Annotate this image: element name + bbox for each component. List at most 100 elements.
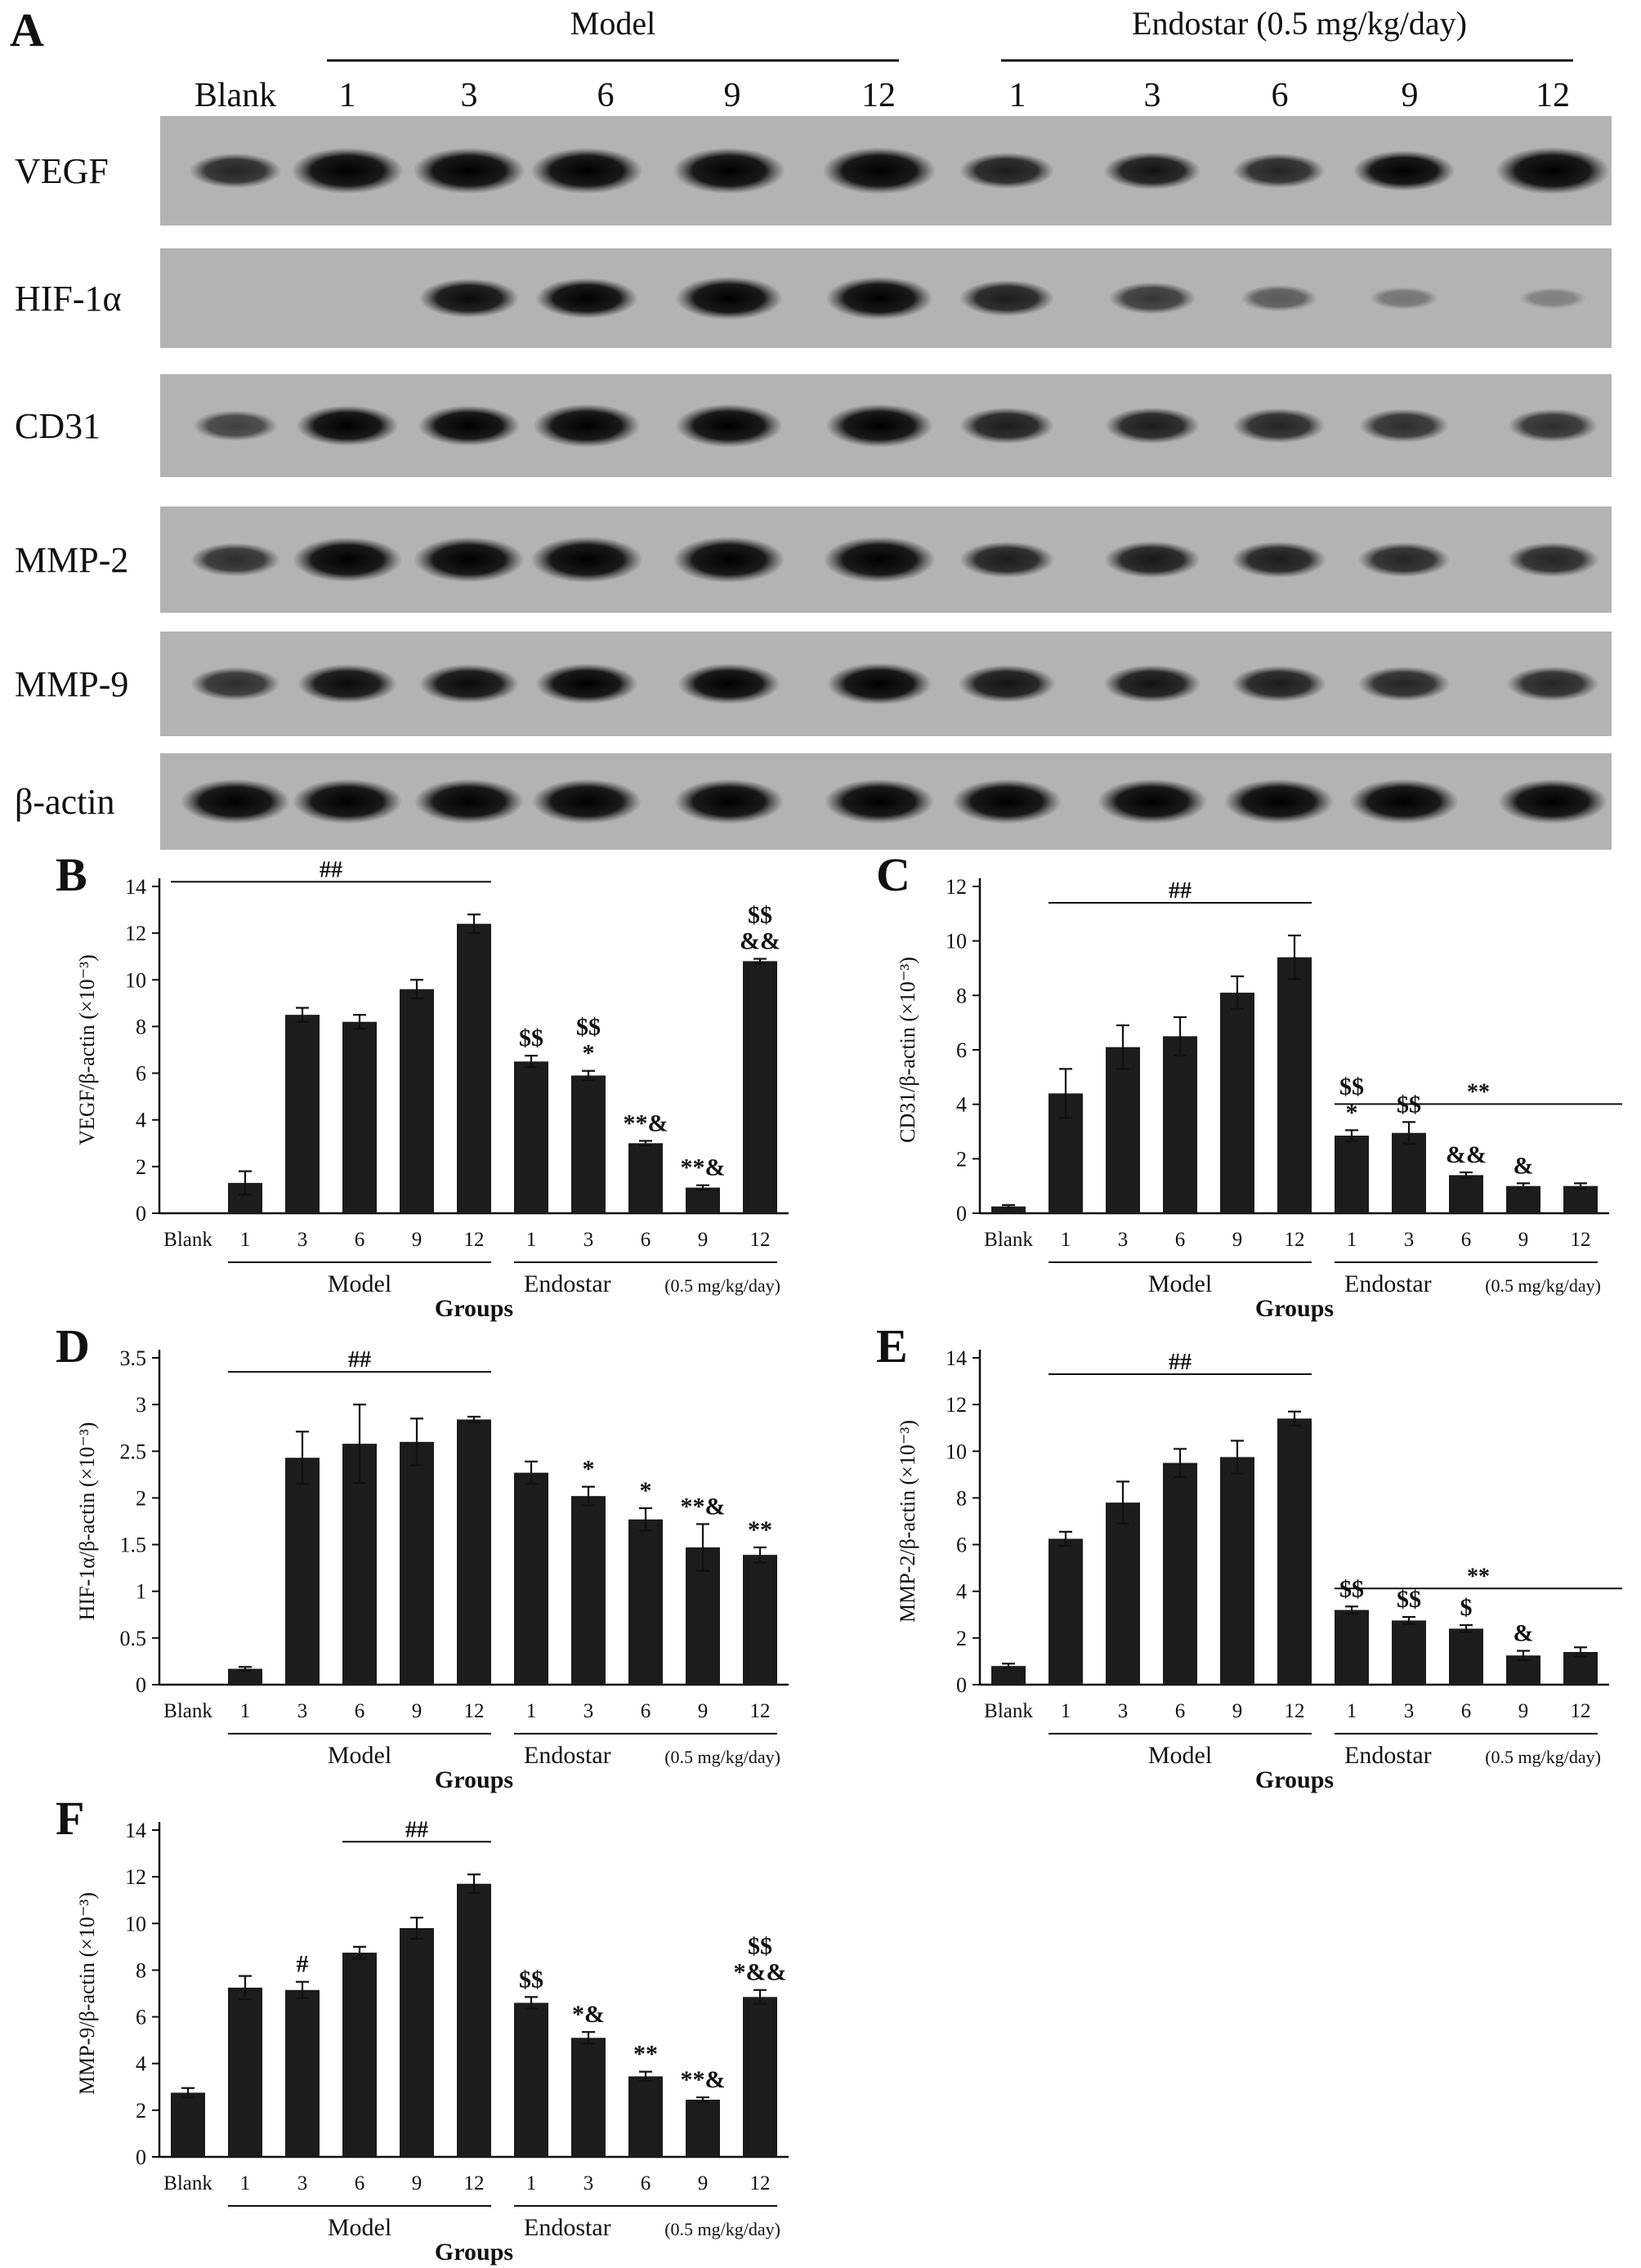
bar [628, 1143, 663, 1213]
x-tick-label: 12 [464, 2172, 485, 2194]
blot-band [1105, 407, 1200, 444]
chart-panel-f: F 0 2 4 6 8 10 12 14 MMP-9/β-actin (×10⁻³) Blank 1 #… [56, 1793, 789, 2266]
y-tick-label: 2 [956, 1627, 967, 1650]
y-tick-label: 6 [956, 1038, 967, 1062]
chart-panel-d: D 0 0.5 1 1.5 2 2.5 3 3.5 HIF-1α/β-actin (×10⁻³) B… [56, 1321, 789, 1793]
blot-band [1108, 282, 1196, 315]
x-axis-title: Groups [435, 2239, 513, 2266]
x-tick-label: 1 [240, 1229, 251, 1251]
bar [514, 1472, 548, 1685]
y-tick-label: 12 [946, 1393, 967, 1417]
x-tick-label: 1 [1061, 1229, 1071, 1251]
panel-letter: B [56, 850, 87, 901]
x-tick-label: 3 [1118, 1229, 1129, 1251]
blot-band [673, 536, 785, 583]
blot-band [952, 779, 1062, 824]
blot-band [291, 147, 404, 194]
blot-row-label: β-actin [15, 782, 115, 822]
y-tick-label: 6 [136, 2006, 146, 2029]
model-group-label: Model [1148, 1270, 1212, 1297]
y-tick-label: 8 [956, 984, 967, 1007]
y-axis-label: CD31/β-actin (×10⁻³) [896, 957, 919, 1143]
blot-band [1498, 779, 1607, 824]
bar [228, 1987, 262, 2157]
blot-band [1232, 541, 1326, 578]
bar [285, 1989, 320, 2157]
bar [1335, 1609, 1369, 1685]
significance-marker: ** [748, 1516, 772, 1543]
x-tick-label: 1 [526, 1229, 537, 1251]
lane-label: 9 [1402, 77, 1419, 114]
model-group-label: Model [328, 1742, 391, 1769]
endostar-group-label: Endostar [524, 2214, 611, 2241]
x-tick-label: 6 [1175, 1229, 1186, 1251]
x-tick-label: 1 [1347, 1700, 1357, 1722]
panel-letter: F [56, 1793, 84, 1845]
blot-band [1103, 151, 1201, 190]
x-tick-label: 6 [355, 1229, 365, 1251]
x-tick-label: 12 [1285, 1229, 1305, 1251]
dose-label: (0.5 mg/kg/day) [664, 1275, 780, 1296]
x-tick-label: 6 [641, 2172, 651, 2194]
blot-band [297, 664, 397, 703]
blot-band [530, 536, 643, 583]
bracket-label: ## [405, 1817, 428, 1842]
bar [514, 2002, 548, 2157]
bar [400, 1441, 434, 1685]
dose-label: (0.5 mg/kg/day) [664, 1747, 780, 1767]
y-tick-label: 3 [136, 1393, 146, 1417]
blot-band [189, 153, 282, 189]
y-tick-label: 4 [956, 1580, 967, 1604]
bar [171, 2092, 205, 2157]
bar [1392, 1132, 1426, 1213]
significance-marker: **& [681, 1154, 726, 1181]
panel-letter: E [876, 1321, 908, 1373]
bar [571, 1496, 606, 1685]
x-tick-label: 12 [1571, 1700, 1591, 1722]
x-tick-label: 6 [641, 1700, 651, 1722]
bracket-label: ** [1467, 1079, 1490, 1105]
y-tick-label: 12 [125, 1865, 146, 1889]
y-tick-label: 0 [956, 1673, 967, 1697]
bar [400, 1928, 434, 2157]
y-axis-label: MMP-2/β-actin (×10⁻³) [896, 1420, 919, 1623]
significance-marker: & [1514, 1152, 1534, 1179]
blot-band [1098, 779, 1207, 824]
blot-band [414, 537, 525, 583]
blot-band [1496, 147, 1610, 194]
blot-row-label: CD31 [15, 406, 101, 446]
y-tick-label: 3.5 [120, 1346, 147, 1370]
y-tick-label: 4 [956, 1093, 967, 1117]
x-tick-label: 12 [750, 1700, 771, 1722]
western-blot-panel: A Model Endostar (0.5 mg/kg/day) Blank 1 3 6 9 1… [10, 3, 1612, 850]
lane-label: 3 [461, 77, 478, 114]
bracket-label: ## [1169, 1350, 1192, 1375]
significance-marker: & [1514, 1620, 1534, 1647]
bar [1220, 1457, 1254, 1685]
bar [457, 1419, 491, 1685]
x-tick-label: 6 [355, 2172, 365, 2194]
y-tick-label: 8 [136, 1958, 146, 1982]
bar [1106, 1047, 1140, 1213]
bar [743, 1997, 777, 2157]
y-axis-label: HIF-1α/β-actin (×10⁻³) [75, 1422, 99, 1621]
significance-marker: **& [681, 1493, 726, 1520]
bar [991, 1666, 1026, 1685]
y-tick-label: 2 [136, 2099, 146, 2123]
blot-band [958, 664, 1056, 703]
dose-label: (0.5 mg/kg/day) [1485, 1275, 1601, 1296]
blot-band [293, 537, 402, 583]
lane-label: 1 [1009, 77, 1026, 114]
blot-band [1232, 408, 1326, 444]
y-tick-label: 0 [956, 1202, 967, 1226]
blot-band [535, 663, 638, 704]
blot-band [1232, 153, 1326, 189]
y-tick-label: 0 [136, 1673, 146, 1697]
x-tick-label: 9 [412, 2172, 423, 2194]
bar [1392, 1620, 1426, 1685]
x-tick-label: 3 [1118, 1700, 1129, 1722]
x-tick-label: 9 [1232, 1700, 1243, 1722]
y-tick-label: 6 [956, 1534, 967, 1557]
blot-band [677, 663, 780, 704]
model-group-label: Model [570, 5, 655, 42]
